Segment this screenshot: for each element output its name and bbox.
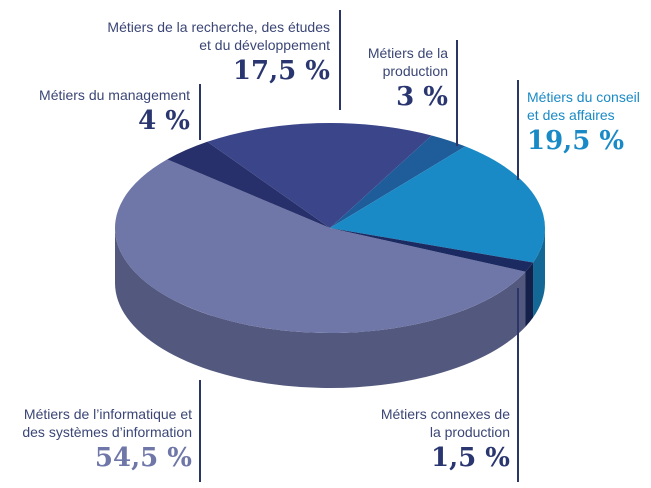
category-label: Métiers de la production <box>367 45 448 79</box>
slice-label: Métiers connexes de la production 1,5 % <box>380 405 510 475</box>
slice-side <box>533 228 545 318</box>
category-label: Métiers de l’informatique et des système… <box>22 406 192 440</box>
slice <box>330 146 545 263</box>
slice-side <box>525 262 534 327</box>
category-label: Métiers du conseil et des affaires <box>527 89 640 123</box>
slice-side <box>115 228 526 389</box>
value-label: 19,5 % <box>527 126 625 156</box>
slice <box>330 228 534 272</box>
value-label: 3 % <box>396 82 448 112</box>
category-label: Métiers de la recherche, des études et d… <box>107 19 330 53</box>
value-label: 54,5 % <box>94 443 192 473</box>
slice <box>207 123 432 228</box>
value-label: 17,5 % <box>232 56 330 86</box>
value-label: 4 % <box>138 106 190 136</box>
slice <box>115 159 526 333</box>
category-label: Métiers du management <box>39 87 190 103</box>
slice <box>330 135 466 228</box>
slice-label: Métiers du conseil et des affaires 19,5 % <box>527 88 651 158</box>
category-label: Métiers connexes de la production <box>380 406 510 440</box>
slice-label: Métiers de la recherche, des études et d… <box>100 18 330 88</box>
slice-label: Métiers de l’informatique et des système… <box>2 405 192 475</box>
slice-label: Métiers du management 4 % <box>15 86 190 138</box>
value-label: 1,5 % <box>431 443 510 473</box>
slice <box>167 141 330 228</box>
slice-label: Métiers de la production 3 % <box>358 44 448 114</box>
